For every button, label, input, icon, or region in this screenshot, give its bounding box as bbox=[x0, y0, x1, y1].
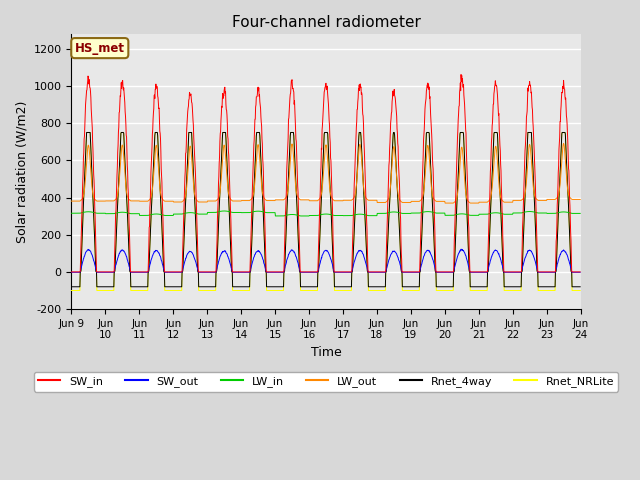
Y-axis label: Solar radiation (W/m2): Solar radiation (W/m2) bbox=[15, 100, 28, 243]
X-axis label: Time: Time bbox=[310, 346, 341, 359]
Legend: SW_in, SW_out, LW_in, LW_out, Rnet_4way, Rnet_NRLite: SW_in, SW_out, LW_in, LW_out, Rnet_4way,… bbox=[33, 372, 618, 392]
Text: HS_met: HS_met bbox=[75, 42, 125, 55]
Title: Four-channel radiometer: Four-channel radiometer bbox=[232, 15, 420, 30]
